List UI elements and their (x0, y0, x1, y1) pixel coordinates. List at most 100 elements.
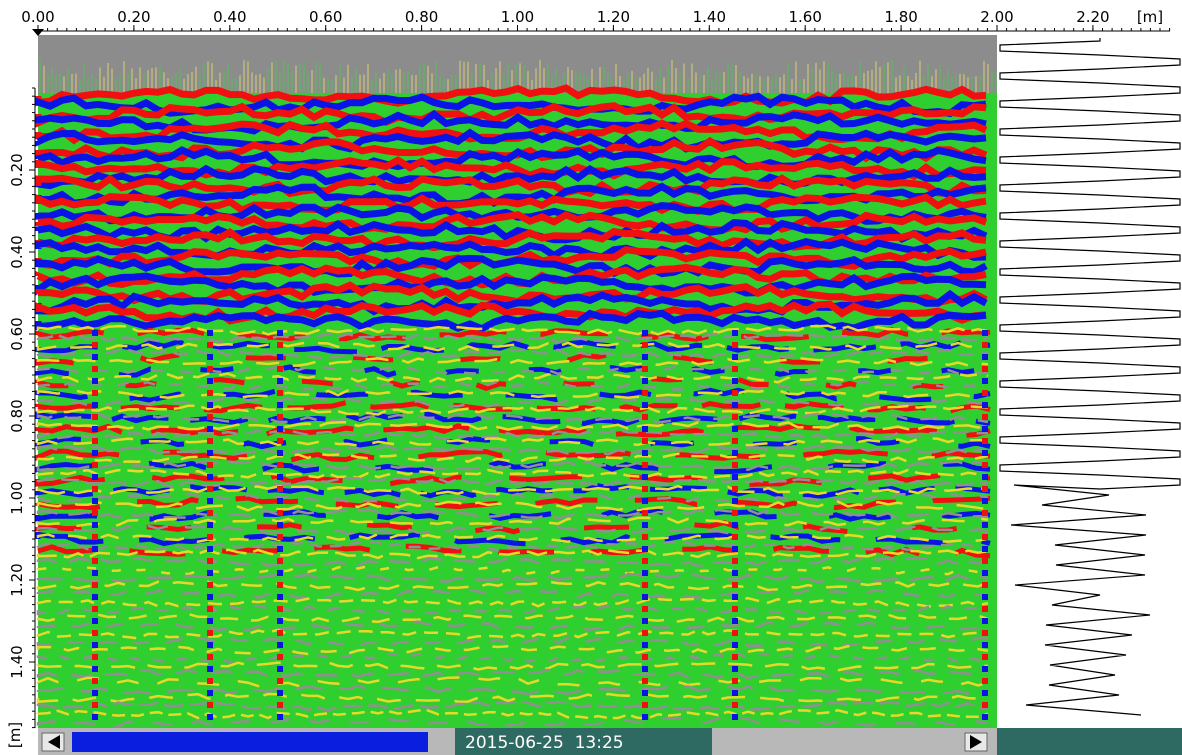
column-artifact (732, 642, 738, 648)
column-artifact (732, 474, 738, 480)
x-unit: [m] (1137, 8, 1163, 26)
column-artifact (207, 654, 213, 660)
column-artifact (277, 654, 283, 660)
column-artifact (732, 666, 738, 672)
column-artifact (642, 594, 648, 600)
x-tick-label: 2.00 (980, 8, 1013, 26)
column-artifact (92, 450, 98, 456)
trace-status (997, 728, 1182, 755)
column-artifact (277, 606, 283, 612)
column-artifact (982, 702, 988, 708)
column-artifact (277, 702, 283, 708)
column-artifact (92, 702, 98, 708)
column-artifact (207, 678, 213, 684)
column-artifact (642, 702, 648, 708)
column-artifact (92, 438, 98, 444)
scroll-thumb[interactable] (72, 732, 428, 752)
column-artifact (207, 390, 213, 396)
column-artifact (92, 462, 98, 468)
column-artifact (207, 546, 213, 552)
column-artifact (982, 426, 988, 432)
column-artifact (92, 558, 98, 564)
column-artifact (207, 618, 213, 624)
column-artifact (92, 714, 98, 720)
column-artifact (277, 534, 283, 540)
column-artifact (277, 690, 283, 696)
column-artifact (92, 690, 98, 696)
column-artifact (277, 402, 283, 408)
column-artifact (92, 378, 98, 384)
column-artifact (982, 474, 988, 480)
column-artifact (92, 522, 98, 528)
x-tick-label: 0.60 (309, 8, 342, 26)
column-artifact (982, 462, 988, 468)
column-artifact (982, 570, 988, 576)
column-artifact (732, 690, 738, 696)
column-artifact (207, 426, 213, 432)
column-artifact (732, 378, 738, 384)
y-tick-label: 0.20 (8, 153, 26, 186)
column-artifact (982, 354, 988, 360)
column-artifact (92, 642, 98, 648)
column-artifact (732, 702, 738, 708)
column-artifact (732, 414, 738, 420)
column-artifact (277, 510, 283, 516)
column-artifact (642, 678, 648, 684)
column-artifact (732, 450, 738, 456)
column-artifact (207, 462, 213, 468)
column-artifact (982, 534, 988, 540)
column-artifact (277, 426, 283, 432)
column-artifact (92, 486, 98, 492)
timestamp: 2015-06-25 13:25 (465, 733, 624, 753)
column-artifact (92, 678, 98, 684)
column-artifact (732, 486, 738, 492)
column-artifact (207, 534, 213, 540)
column-artifact (207, 570, 213, 576)
column-artifact (92, 630, 98, 636)
x-tick-label: 0.80 (405, 8, 438, 26)
column-artifact (207, 690, 213, 696)
column-artifact (732, 678, 738, 684)
column-artifact (982, 678, 988, 684)
page: [m] [m] 0.000.200.400.600.801.001.201.40… (0, 0, 1182, 755)
column-artifact (277, 354, 283, 360)
column-artifact (982, 642, 988, 648)
column-artifact (732, 510, 738, 516)
column-artifact (92, 534, 98, 540)
column-artifact (642, 522, 648, 528)
column-artifact (982, 522, 988, 528)
column-artifact (642, 642, 648, 648)
column-artifact (982, 582, 988, 588)
column-artifact (207, 342, 213, 348)
column-artifact (277, 546, 283, 552)
column-artifact (277, 390, 283, 396)
column-artifact (642, 654, 648, 660)
column-artifact (207, 378, 213, 384)
column-artifact (642, 426, 648, 432)
column-artifact (207, 642, 213, 648)
column-artifact (207, 450, 213, 456)
y-tick-label: 1.00 (8, 481, 26, 514)
column-artifact (207, 630, 213, 636)
x-tick-label: 0.40 (213, 8, 246, 26)
column-artifact (732, 534, 738, 540)
column-artifact (642, 330, 648, 336)
column-artifact (732, 522, 738, 528)
column-artifact (277, 438, 283, 444)
x-tick-label: 1.80 (884, 8, 917, 26)
x-tick-label: 1.40 (693, 8, 726, 26)
column-artifact (732, 558, 738, 564)
column-artifact (277, 474, 283, 480)
air-layer (38, 35, 997, 93)
column-artifact (92, 498, 98, 504)
column-artifact (732, 462, 738, 468)
column-artifact (92, 510, 98, 516)
y-tick-label: 1.40 (8, 645, 26, 678)
column-artifact (732, 630, 738, 636)
column-artifact (207, 702, 213, 708)
column-artifact (642, 582, 648, 588)
column-artifact (732, 594, 738, 600)
x-tick-label: 0.00 (21, 8, 54, 26)
column-artifact (732, 438, 738, 444)
column-artifact (277, 366, 283, 372)
